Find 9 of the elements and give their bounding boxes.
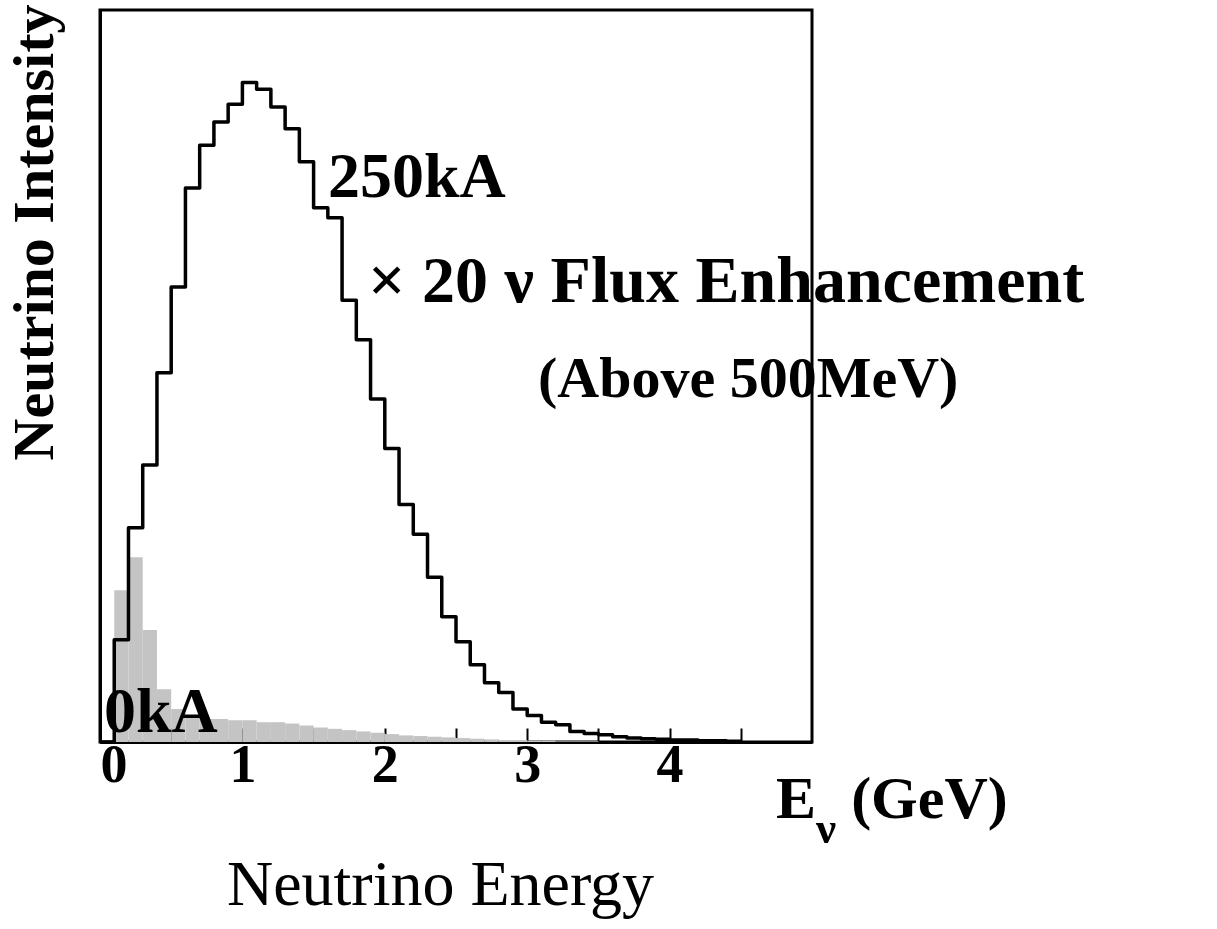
x-tick-label: 1 [229,733,257,794]
x-tick-label: 0 [100,733,128,794]
y-axis-title: Neutrino Intensity [0,4,66,461]
x-tick-label: 2 [371,733,399,794]
x-tick-label: 4 [656,733,684,794]
x-axis-title: Neutrino Energy [226,847,655,919]
series-label: 250kA [328,140,506,211]
x-tick-label: 3 [514,733,542,794]
text: E$_{ν}$ (GeV) [776,765,1008,853]
